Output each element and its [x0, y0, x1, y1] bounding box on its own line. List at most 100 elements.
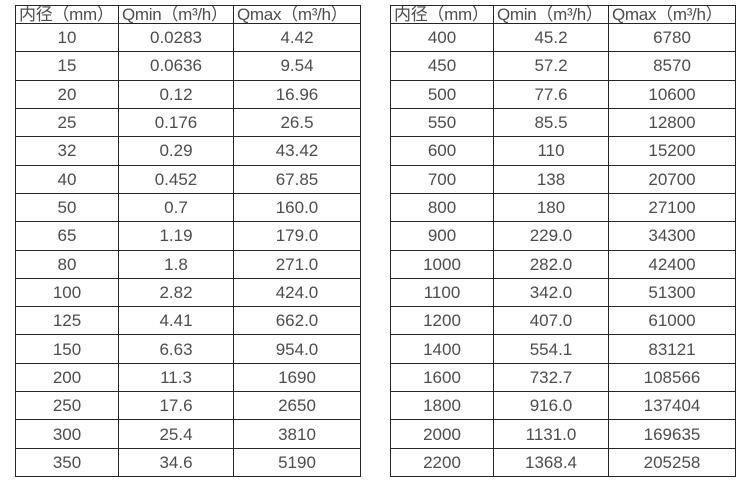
header-row: 内径（mm） Qmin（m³/h） Qmax（m³/h）: [15, 5, 361, 24]
table-cell: 45.2: [493, 22, 609, 53]
table-cell: 150: [15, 334, 119, 364]
table-cell: 83121: [608, 334, 736, 364]
table-cell: 407.0: [493, 306, 609, 336]
table-row: 1100 342.0 51300: [390, 277, 736, 308]
column-header: 内径（mm）: [390, 5, 494, 24]
table-cell: 8570: [608, 51, 736, 81]
table-cell: 43.42: [233, 136, 361, 166]
table-cell: 32: [15, 136, 119, 166]
table-cell: 77.6: [493, 79, 609, 109]
flow-rate-table-small-diameters: 内径（mm） Qmin（m³/h） Qmax（m³/h） 10 0.0283 4.42 15…: [15, 5, 361, 478]
table-cell: 205258: [608, 447, 736, 478]
table-row: 25 0.176 26.5: [15, 107, 361, 138]
table-cell: 65: [15, 221, 119, 251]
table-cell: 100: [15, 277, 119, 308]
table-cell: 800: [390, 192, 494, 223]
table-row: 32 0.29 43.42: [15, 136, 361, 166]
table-row: 150 6.63 954.0: [15, 334, 361, 364]
table-cell: 16.96: [233, 79, 361, 109]
table-row: 20 0.12 16.96: [15, 79, 361, 109]
table-cell: 900: [390, 221, 494, 251]
table-cell: 34300: [608, 221, 736, 251]
table-row: 600 110 15200: [390, 136, 736, 166]
table-row: 700 138 20700: [390, 164, 736, 194]
table-cell: 26.5: [233, 107, 361, 138]
table-cell: 554.1: [493, 334, 609, 364]
table-cell: 1100: [390, 277, 494, 308]
column-header: Qmax（m³/h）: [233, 5, 361, 24]
table-cell: 80: [15, 249, 119, 279]
table-cell: 916.0: [493, 391, 609, 421]
table-cell: 700: [390, 164, 494, 194]
table-cell: 2.82: [118, 277, 234, 308]
table-cell: 2200: [390, 447, 494, 478]
column-header: 内径（mm）: [15, 5, 119, 24]
table-row: 350 34.6 5190: [15, 447, 361, 478]
table-row: 450 57.2 8570: [390, 51, 736, 81]
table-cell: 1200: [390, 306, 494, 336]
column-header: Qmin（m³/h）: [118, 5, 234, 24]
table-row: 2000 1131.0 169635: [390, 419, 736, 449]
table-cell: 0.0283: [118, 22, 234, 53]
table-cell: 342.0: [493, 277, 609, 308]
table-cell: 1.19: [118, 221, 234, 251]
table-cell: 15: [15, 51, 119, 81]
column-header: Qmax（m³/h）: [608, 5, 736, 24]
table-cell: 200: [15, 362, 119, 393]
table-cell: 732.7: [493, 362, 609, 393]
table-cell: 51300: [608, 277, 736, 308]
table-cell: 5190: [233, 447, 361, 478]
table-cell: 67.85: [233, 164, 361, 194]
table-cell: 6780: [608, 22, 736, 53]
table-cell: 57.2: [493, 51, 609, 81]
table-cell: 271.0: [233, 249, 361, 279]
table-cell: 1000: [390, 249, 494, 279]
header-row: 内径（mm） Qmin（m³/h） Qmax（m³/h）: [390, 5, 736, 24]
table-cell: 0.29: [118, 136, 234, 166]
table-row: 1600 732.7 108566: [390, 362, 736, 393]
table-row: 300 25.4 3810: [15, 419, 361, 449]
table-row: 500 77.6 10600: [390, 79, 736, 109]
table-cell: 0.452: [118, 164, 234, 194]
table-cell: 169635: [608, 419, 736, 449]
table-cell: 0.176: [118, 107, 234, 138]
table-cell: 179.0: [233, 221, 361, 251]
table-row: 900 229.0 34300: [390, 221, 736, 251]
table-cell: 25.4: [118, 419, 234, 449]
table-cell: 954.0: [233, 334, 361, 364]
table-cell: 11.3: [118, 362, 234, 393]
table-cell: 20: [15, 79, 119, 109]
table-row: 1800 916.0 137404: [390, 391, 736, 421]
table-row: 250 17.6 2650: [15, 391, 361, 421]
table-row: 65 1.19 179.0: [15, 221, 361, 251]
table-cell: 27100: [608, 192, 736, 223]
table-cell: 160.0: [233, 192, 361, 223]
table-cell: 350: [15, 447, 119, 478]
table-row: 800 180 27100: [390, 192, 736, 223]
table-cell: 125: [15, 306, 119, 336]
table-cell: 1.8: [118, 249, 234, 279]
table-cell: 180: [493, 192, 609, 223]
table-row: 80 1.8 271.0: [15, 249, 361, 279]
table-cell: 550: [390, 107, 494, 138]
table-row: 2200 1368.4 205258: [390, 447, 736, 478]
table-row: 1400 554.1 83121: [390, 334, 736, 364]
table-row: 10 0.0283 4.42: [15, 22, 361, 53]
table-cell: 1368.4: [493, 447, 609, 478]
table-cell: 4.42: [233, 22, 361, 53]
table-cell: 42400: [608, 249, 736, 279]
table-cell: 3810: [233, 419, 361, 449]
table-cell: 17.6: [118, 391, 234, 421]
table-cell: 0.0636: [118, 51, 234, 81]
table-cell: 12800: [608, 107, 736, 138]
table-row: 550 85.5 12800: [390, 107, 736, 138]
table-cell: 1800: [390, 391, 494, 421]
flow-rate-table-large-diameters: 内径（mm） Qmin（m³/h） Qmax（m³/h） 400 45.2 6780 450…: [390, 5, 736, 478]
table-cell: 9.54: [233, 51, 361, 81]
table-row: 200 11.3 1690: [15, 362, 361, 393]
table-cell: 34.6: [118, 447, 234, 478]
table-cell: 1400: [390, 334, 494, 364]
table-cell: 25: [15, 107, 119, 138]
table-cell: 61000: [608, 306, 736, 336]
